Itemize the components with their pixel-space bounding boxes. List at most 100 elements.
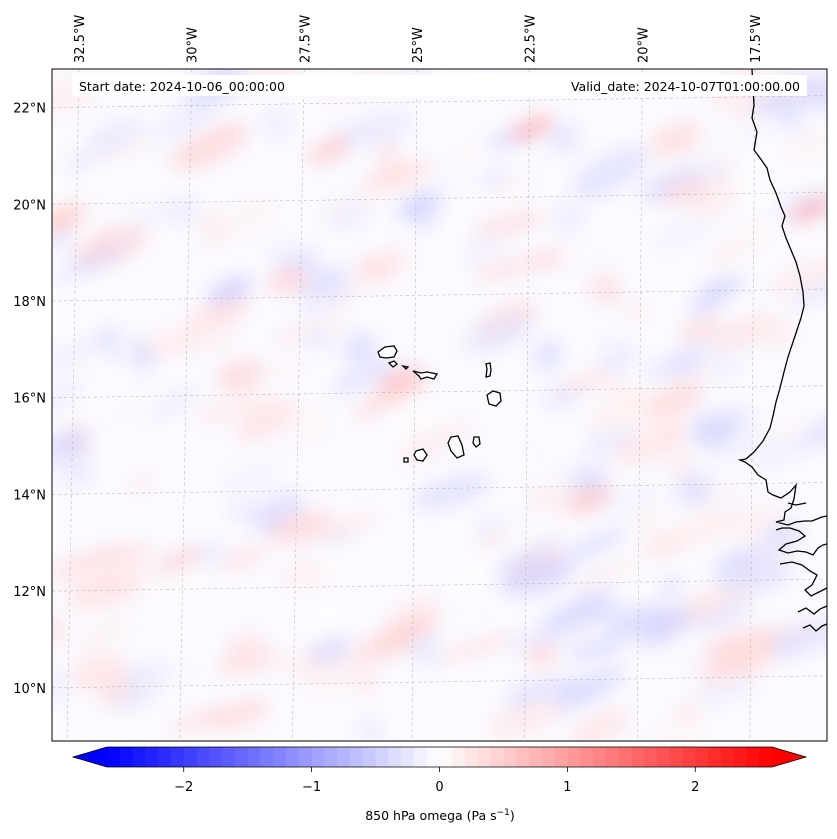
omega-patch xyxy=(554,106,580,122)
omega-patch xyxy=(226,443,288,478)
omega-patch xyxy=(436,635,517,660)
omega-feature xyxy=(307,136,353,164)
omega-patch xyxy=(455,611,489,627)
lon-tick-label: 27.5°W xyxy=(298,15,313,63)
omega-patch xyxy=(215,648,281,675)
omega-patch xyxy=(76,117,159,151)
omega-patch xyxy=(757,519,801,548)
sierra-leone-coast xyxy=(802,623,827,632)
omega-patch xyxy=(378,139,401,173)
colorbar-segment xyxy=(158,747,172,767)
omega-patch xyxy=(498,557,574,596)
omega-patch xyxy=(567,638,624,662)
omega-patch xyxy=(543,387,580,409)
omega-patch xyxy=(744,216,769,250)
omega-patch xyxy=(113,327,184,349)
omega-patch xyxy=(710,426,769,463)
omega-patch xyxy=(525,640,559,670)
omega-patch xyxy=(486,698,569,737)
omega-patch xyxy=(474,530,507,548)
omega-patch xyxy=(540,594,604,631)
colorbar-segment xyxy=(580,747,594,767)
map-panel: Start date: 2024-10-06_00:00:00 Valid_da… xyxy=(51,68,828,742)
colorbar-segment xyxy=(541,747,556,767)
omega-patch xyxy=(463,313,534,353)
colorbar-label-main: 850 hPa omega (Pa s xyxy=(365,808,496,823)
colorbar-segment xyxy=(337,747,351,767)
colorbar-segment xyxy=(656,747,671,767)
omega-patch xyxy=(800,416,827,450)
colorbar-segment xyxy=(260,747,274,767)
omega-patch xyxy=(505,624,589,649)
omega-patch xyxy=(643,350,713,376)
omega-patch xyxy=(697,406,753,445)
omega-patch xyxy=(432,168,470,192)
valid-date-label: Valid_date: 2024-10-07T01:00:00.00 xyxy=(571,79,800,94)
omega-patch xyxy=(505,678,586,700)
omega-patch xyxy=(570,555,643,591)
omega-patch xyxy=(322,509,380,540)
omega-patch xyxy=(782,129,827,161)
island-maio xyxy=(472,436,481,448)
guinea-bissau-coast xyxy=(775,527,827,556)
colorbar-segment xyxy=(311,747,326,767)
omega-patch xyxy=(390,405,448,439)
omega-patch xyxy=(56,452,94,487)
colorbar-extend-high xyxy=(772,747,806,767)
omega-patch xyxy=(561,527,628,564)
omega-patch xyxy=(536,472,612,494)
colorbar-segment xyxy=(682,747,696,767)
omega-patch xyxy=(447,559,491,589)
omega-patch xyxy=(411,474,492,509)
colorbar-segment xyxy=(490,747,505,767)
colorbar-tick-label: −1 xyxy=(302,780,321,795)
omega-patch xyxy=(654,211,716,253)
colorbar-segment xyxy=(452,747,466,767)
omega-patch xyxy=(528,434,552,467)
colorbar-tick-label: −2 xyxy=(174,780,193,795)
meridian-line xyxy=(524,69,530,741)
omega-patch xyxy=(553,202,584,233)
omega-patch xyxy=(96,676,135,708)
omega-patch xyxy=(204,699,270,731)
omega-patch xyxy=(358,716,383,741)
omega-patch xyxy=(98,325,127,360)
latitude-labels: 10°N 12°N 14°N 16°N 18°N 20°N 22°N xyxy=(13,102,46,697)
colorbar-segment xyxy=(554,747,568,767)
omega-patch xyxy=(168,707,224,733)
longitude-labels: 32.5°W 30°W 27.5°W 25°W 22.5°W 20°W 17.5°W xyxy=(73,15,764,63)
omega-patch xyxy=(480,167,509,188)
colorbar-segment xyxy=(516,747,530,767)
colorbar-segment xyxy=(222,747,236,767)
omega-patch xyxy=(57,244,128,279)
omega-patch xyxy=(185,335,242,353)
omega-patch xyxy=(332,112,413,149)
colorbar-segment xyxy=(107,747,121,767)
omega-patch xyxy=(189,292,251,334)
omega-patch xyxy=(130,337,153,373)
colorbar-segment xyxy=(286,747,300,767)
omega-patch xyxy=(490,174,535,201)
colorbar-segment xyxy=(196,747,210,767)
omega-patch xyxy=(550,334,634,370)
omega-feature xyxy=(577,596,623,624)
omega-patch xyxy=(643,388,705,419)
meridian-line xyxy=(179,69,192,741)
map-frame xyxy=(51,68,828,742)
island-boa-vista xyxy=(486,390,502,407)
colorbar-segment xyxy=(695,747,709,767)
omega-patch xyxy=(150,95,194,114)
colorbar-segment xyxy=(132,747,146,767)
colorbar-tick-label: 1 xyxy=(563,780,571,795)
omega-patch xyxy=(605,602,671,639)
coastlines xyxy=(737,69,827,632)
colorbar-segment xyxy=(503,747,517,767)
colorbar-segment xyxy=(119,747,134,767)
omega-feature xyxy=(567,486,613,514)
colorbar-outline xyxy=(71,746,808,768)
lat-tick-label: 16°N xyxy=(13,392,46,407)
colorbar-segment xyxy=(362,747,377,767)
omega-feature xyxy=(307,636,353,664)
omega-patch xyxy=(170,122,250,171)
island-brava xyxy=(403,457,409,463)
